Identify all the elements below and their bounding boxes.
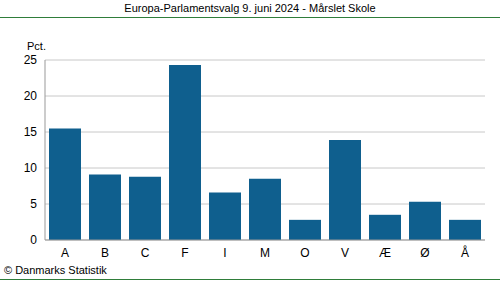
svg-text:B: B: [101, 246, 109, 260]
svg-text:15: 15: [24, 125, 38, 139]
svg-text:O: O: [300, 246, 309, 260]
svg-text:Å: Å: [461, 245, 469, 260]
svg-text:M: M: [260, 246, 270, 260]
svg-text:I: I: [223, 246, 226, 260]
html-text:Pct.: Pct.: [27, 40, 46, 52]
svg-text:V: V: [341, 246, 349, 260]
html-text:© Danmarks Statistik: © Danmarks Statistik: [4, 264, 107, 276]
svg-text:0: 0: [30, 233, 37, 247]
svg-text:5: 5: [30, 197, 37, 211]
svg-text:F: F: [181, 246, 188, 260]
svg-text:C: C: [141, 246, 150, 260]
svg-text:Ø: Ø: [420, 246, 429, 260]
svg-text:Æ: Æ: [379, 246, 391, 260]
html-text:Europa-Parlamentsvalg 9. juni: Europa-Parlamentsvalg 9. juni 2024 - Mår…: [124, 2, 376, 14]
svg-text:25: 25: [24, 53, 38, 67]
svg-text:20: 20: [24, 89, 38, 103]
svg-text:A: A: [61, 246, 69, 260]
svg-text:10: 10: [24, 161, 38, 175]
